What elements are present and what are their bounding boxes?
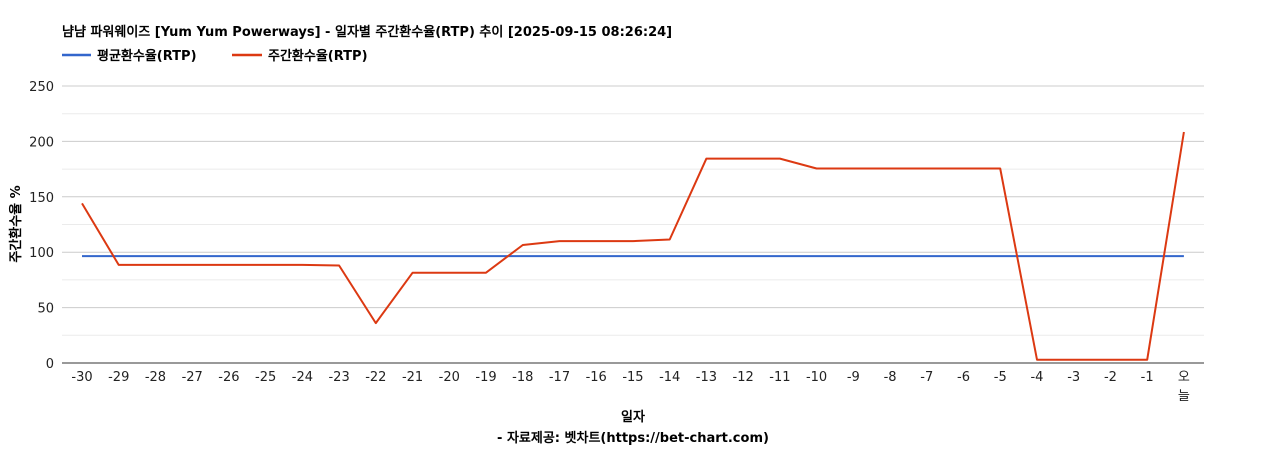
x-tick-label: -10 (806, 370, 827, 385)
x-tick-label: -29 (108, 370, 129, 385)
x-tick-label: -17 (549, 370, 570, 385)
y-tick-label: 200 (29, 135, 54, 150)
x-tick-label: -28 (145, 370, 166, 385)
x-tick-label: -5 (994, 370, 1007, 385)
y-axis-title: 주간환수율 % (8, 185, 24, 262)
y-tick-label: 0 (46, 357, 54, 372)
x-tick-label: -12 (733, 370, 754, 385)
x-tick-label: -14 (659, 370, 680, 385)
x-tick-label: -13 (696, 370, 717, 385)
x-tick-label: -20 (439, 370, 460, 385)
x-tick-label-cont: 늘 (1178, 389, 1190, 404)
x-tick-label: -15 (622, 370, 643, 385)
x-tick-label: -4 (1030, 370, 1043, 385)
x-tick-label: -22 (365, 370, 386, 385)
y-axis-ticks: 0 50 100 150 200 250 (29, 80, 54, 372)
chart-title: 냠냠 파워웨이즈 [Yum Yum Powerways] - 일자별 주간환수율… (62, 24, 672, 40)
y-tick-label: 100 (29, 246, 54, 261)
x-tick-label: 오 (1178, 370, 1190, 385)
x-tick-label: -23 (328, 370, 349, 385)
series-line-weekly (81, 131, 1185, 361)
x-tick-label: -11 (769, 370, 790, 385)
y-tick-label: 150 (29, 191, 54, 206)
x-tick-label: -19 (475, 370, 496, 385)
x-tick-label: -26 (218, 370, 239, 385)
x-tick-label: -2 (1104, 370, 1117, 385)
x-tick-label: -9 (847, 370, 860, 385)
legend-label-weekly: 주간환수율(RTP) (268, 48, 368, 64)
legend: 평균환수율(RTP) 주간환수율(RTP) (62, 48, 368, 64)
x-tick-label: -7 (920, 370, 933, 385)
x-tick-label: -27 (182, 370, 203, 385)
x-axis-title: 일자 (621, 410, 645, 425)
x-tick-label: -25 (255, 370, 276, 385)
x-tick-label: -8 (884, 370, 897, 385)
x-tick-label: -21 (402, 370, 423, 385)
legend-label-average: 평균환수율(RTP) (97, 48, 197, 64)
x-tick-label: -24 (292, 370, 313, 385)
x-tick-label: -1 (1141, 370, 1154, 385)
x-tick-label: -16 (586, 370, 607, 385)
y-tick-label: 50 (37, 302, 54, 317)
legend-item-weekly[interactable]: 주간환수율(RTP) (232, 48, 368, 64)
legend-item-average[interactable]: 평균환수율(RTP) (62, 48, 197, 64)
x-tick-label: -3 (1067, 370, 1080, 385)
gridlines (62, 85, 1204, 364)
x-tick-label: -18 (512, 370, 533, 385)
x-tick-label: -30 (71, 370, 92, 385)
x-tick-label: -6 (957, 370, 970, 385)
source-credit: - 자료제공: 벳차트(https://bet-chart.com) (497, 430, 769, 446)
y-tick-label: 250 (29, 80, 54, 95)
series-lines (81, 131, 1185, 361)
x-axis-ticks: -30 -29 -28 -27 -26 -25 -24 -23 -22 -21 -20 -19 -18 -… (71, 370, 1190, 404)
